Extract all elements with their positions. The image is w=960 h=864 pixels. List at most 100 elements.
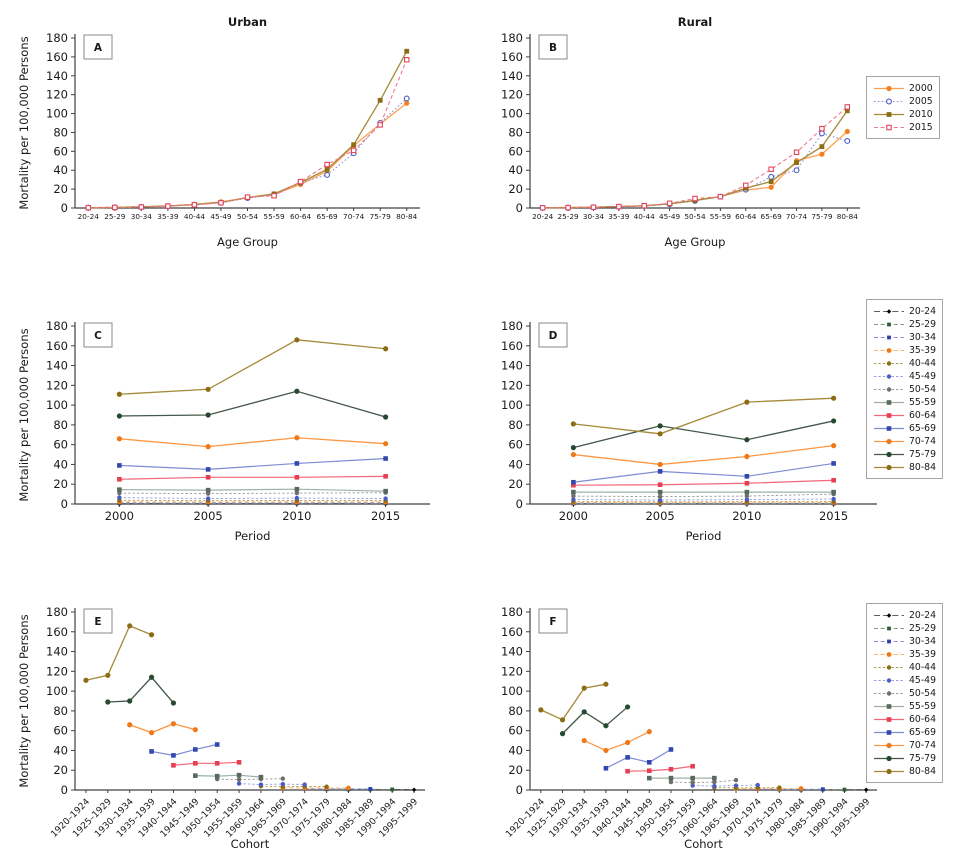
svg-text:2015: 2015: [371, 509, 400, 523]
legend-swatch-a7074: [874, 438, 904, 445]
legend-item: 60-64: [873, 713, 936, 726]
svg-text:100: 100: [46, 107, 68, 121]
panel-d-rural-period: 0 20 40 60 80 100 120 140 160 180 2000 2005 2010 2015…: [480, 282, 960, 584]
svg-text:180: 180: [501, 31, 523, 45]
panel-e-urban-cohort: 0 20 40 60 80 100 120 140 160 180 1920–1924 1925–19…: [0, 580, 480, 864]
legend-label: 55-59: [909, 701, 937, 712]
svg-text:180: 180: [46, 319, 68, 333]
svg-text:E: E: [94, 616, 101, 628]
svg-text:120: 120: [46, 378, 68, 392]
legend-swatch-a6064: [874, 413, 904, 418]
legend-label: 55-59: [909, 397, 937, 408]
legend-swatch-a3539: [874, 348, 904, 353]
legend-item: 2005: [873, 95, 933, 108]
legend-item: 20-24: [873, 609, 936, 622]
svg-text:40: 40: [508, 163, 523, 177]
legend-item: 40-44: [873, 661, 936, 674]
legend-item: 75-79: [873, 752, 936, 765]
legend-label: 2015: [909, 122, 933, 133]
svg-text:Period: Period: [686, 529, 722, 543]
svg-text:20: 20: [53, 763, 68, 777]
legend-label: 30-34: [909, 636, 937, 647]
svg-text:0: 0: [516, 497, 523, 511]
legend-label: 50-54: [909, 384, 937, 395]
svg-text:120: 120: [501, 88, 523, 102]
svg-text:60: 60: [53, 438, 68, 452]
legend-swatch-a4549: [874, 374, 904, 379]
svg-text:0: 0: [61, 201, 68, 215]
legend-swatch-a5054: [874, 691, 904, 696]
svg-text:Cohort: Cohort: [684, 837, 723, 851]
svg-text:180: 180: [501, 605, 523, 619]
legend-label: 65-69: [909, 423, 937, 434]
legend-label: 65-69: [909, 727, 937, 738]
svg-text:140: 140: [46, 359, 68, 373]
legend-label: 75-79: [909, 449, 937, 460]
legend-label: 40-44: [909, 358, 937, 369]
legend-item: 55-59: [873, 700, 936, 713]
legend-item: 50-54: [873, 383, 936, 396]
svg-text:0: 0: [516, 201, 523, 215]
legend-swatch-a5054: [874, 387, 904, 392]
svg-text:A: A: [94, 42, 103, 54]
svg-text:40-44: 40-44: [634, 212, 656, 221]
legend-item: 65-69: [873, 422, 936, 435]
legend-swatch-y2015: [874, 124, 904, 131]
legend-label: 2000: [909, 83, 933, 94]
legend-label: 45-49: [909, 371, 937, 382]
svg-text:2010: 2010: [282, 509, 311, 523]
legend-item: 65-69: [873, 726, 936, 739]
legend-item: 75-79: [873, 448, 936, 461]
panel-f-rural-cohort: 0 20 40 60 80 100 120 140 160 180 1920–1924 1925–19…: [480, 580, 960, 864]
legend-swatch-a2024: [874, 309, 904, 314]
svg-text:40: 40: [508, 457, 523, 471]
legend-swatch-a8084: [874, 464, 904, 471]
legend-swatch-a2529: [874, 322, 904, 327]
svg-text:30-34: 30-34: [131, 212, 153, 221]
svg-text:60: 60: [53, 144, 68, 158]
svg-text:20: 20: [53, 182, 68, 196]
svg-text:75-79: 75-79: [811, 212, 833, 221]
panel-a-urban-age: 0 20 40 60 80 100 120 140 160 180 20-24 25-29 30-34 3…: [0, 0, 480, 286]
panel-a-chart: 0 20 40 60 80 100 120 140 160 180 20-24 25-29 30-34 3…: [17, 15, 420, 249]
legend-swatch-y2010: [874, 112, 904, 117]
legend-label: 2005: [909, 96, 933, 107]
svg-text:45-49: 45-49: [659, 212, 681, 221]
svg-text:100: 100: [46, 684, 68, 698]
svg-text:100: 100: [46, 398, 68, 412]
svg-text:60: 60: [53, 724, 68, 738]
svg-text:70-74: 70-74: [786, 212, 808, 221]
legend-label: 40-44: [909, 662, 937, 673]
svg-text:0: 0: [61, 783, 68, 797]
svg-text:100: 100: [501, 398, 523, 412]
legend-swatch-a2024: [874, 613, 904, 618]
legend-item: 45-49: [873, 674, 936, 687]
svg-text:Urban: Urban: [228, 15, 267, 29]
legend-label: 80-84: [909, 766, 937, 777]
legend-item: 70-74: [873, 435, 936, 448]
legend-swatch-a5559: [874, 704, 904, 709]
svg-text:140: 140: [501, 69, 523, 83]
legend-label: 20-24: [909, 306, 937, 317]
svg-text:160: 160: [46, 50, 68, 64]
legend-label: 30-34: [909, 332, 937, 343]
legend-item: 70-74: [873, 739, 936, 752]
svg-text:20: 20: [508, 477, 523, 491]
legend-label: 20-24: [909, 610, 937, 621]
svg-text:140: 140: [501, 359, 523, 373]
svg-text:120: 120: [501, 378, 523, 392]
panel-c-chart: 0 20 40 60 80 100 120 140 160 180 2000 2005 2010 2015…: [17, 319, 430, 543]
svg-text:140: 140: [46, 69, 68, 83]
svg-text:Rural: Rural: [678, 15, 712, 29]
panel-c-urban-period: 0 20 40 60 80 100 120 140 160 180 2000 2005 2010 2015…: [0, 282, 480, 584]
legend-item: 50-54: [873, 687, 936, 700]
legend-label: 35-39: [909, 649, 937, 660]
legend-label: 2010: [909, 109, 933, 120]
svg-text:0: 0: [61, 497, 68, 511]
svg-text:160: 160: [501, 339, 523, 353]
legend-item: 60-64: [873, 409, 936, 422]
legend-label: 70-74: [909, 436, 937, 447]
svg-text:25-29: 25-29: [557, 212, 579, 221]
svg-text:F: F: [549, 616, 556, 628]
svg-text:B: B: [549, 42, 557, 54]
